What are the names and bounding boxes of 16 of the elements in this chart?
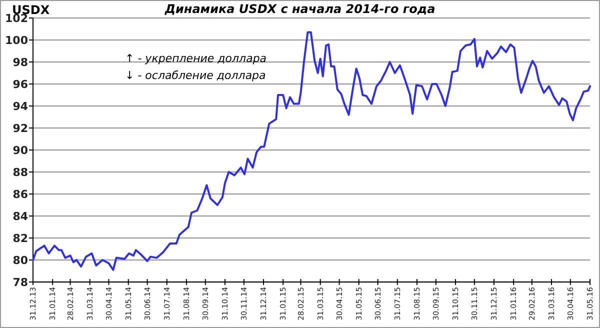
y-tick-label: 88 <box>12 166 28 179</box>
y-tick-label: 92 <box>12 122 28 135</box>
chart-title: Динамика USDX с начала 2014-го года <box>164 2 436 16</box>
y-tick-label: 100 <box>5 34 28 47</box>
y-tick-label: 78 <box>12 276 28 289</box>
y-tick-label: 82 <box>12 232 28 245</box>
y-tick-label: 80 <box>12 254 28 267</box>
y-tick-label: 94 <box>12 100 28 113</box>
y-tick-label: 84 <box>12 210 28 223</box>
y-tick-label: 96 <box>12 78 28 91</box>
y-tick-label: 90 <box>12 144 28 157</box>
annotation: ↑ - укрепление доллара <box>125 52 267 65</box>
line-series <box>32 31 591 271</box>
y-tick-label: 98 <box>12 56 28 69</box>
annotation: ↓ - ослабление доллара <box>125 69 266 82</box>
y-tick-label: 86 <box>12 188 28 201</box>
